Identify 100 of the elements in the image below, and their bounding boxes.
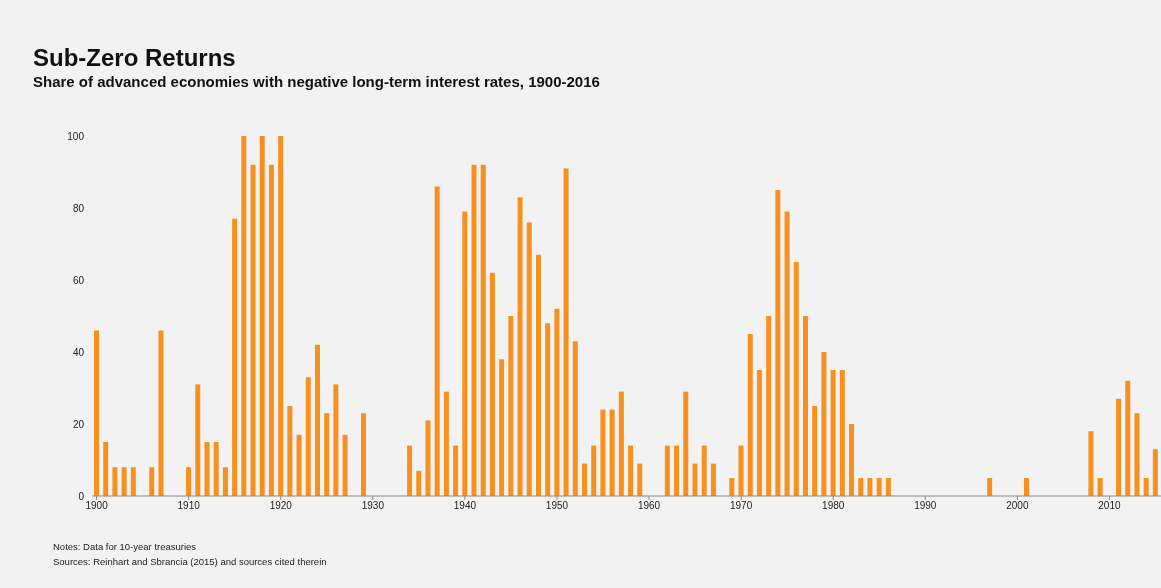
bar [535,254,541,496]
bar [434,186,440,496]
bar [600,409,606,496]
bar [839,370,845,496]
bar [158,330,164,496]
bar [885,478,891,496]
bar [867,478,873,496]
bar [756,370,762,496]
bar [462,211,468,496]
bar [103,442,109,496]
x-tick-label: 1990 [914,500,937,512]
bar [1152,449,1158,496]
bar [287,406,293,496]
bar [692,463,698,496]
bar [425,420,431,496]
bar [563,168,569,496]
bar [121,467,127,496]
bar [130,467,136,496]
bar [876,478,882,496]
bar [314,344,320,496]
bar [830,370,836,496]
bar [517,197,523,496]
bar [545,323,551,496]
bar [766,316,772,496]
bar [508,316,514,496]
bar [628,445,634,496]
bar [674,445,680,496]
bar [499,359,505,496]
bar [849,424,855,496]
text: Notes: Data for 10-year treasuries [53,541,197,552]
x-tick-label: 2000 [1006,500,1029,512]
y-tick-label: 80 [72,202,85,214]
bar [609,409,615,496]
x-tick-label: 1910 [177,500,201,512]
x-tick-label: 1900 [85,500,109,512]
bar [572,341,578,496]
bar [591,445,597,496]
bar [149,467,155,496]
source-note: Sources: Reinhart and Sbrancia (2015) and sources cited therein [53,556,327,567]
bar [112,467,118,496]
x-tick-label: 1930 [361,500,385,512]
y-tick-label: 20 [72,418,85,430]
x-tick-label: 1960 [637,500,661,512]
bar [775,190,781,496]
bar [554,308,560,496]
bar [268,164,274,496]
x-tick-label: 1970 [730,500,753,512]
bar [296,434,302,496]
bar [526,222,532,496]
bar [821,352,827,496]
bar [812,406,818,496]
bar [407,445,413,496]
x-tick-label: 1940 [453,500,477,512]
bar [324,413,330,496]
bar [710,463,716,496]
bar [333,384,339,496]
bar [1134,413,1140,496]
bar [987,478,993,496]
bar [471,164,477,496]
bar [305,377,311,496]
bar [278,136,284,496]
x-tick-label: 2010 [1098,500,1121,512]
bar [637,463,643,496]
y-tick-label: 60 [72,274,85,286]
y-tick-label: 0 [78,490,85,502]
bar [195,384,201,496]
bar [729,478,735,496]
bar [784,211,790,496]
bar [204,442,210,496]
bar [1143,478,1149,496]
bar [213,442,219,496]
x-tick-label: 1980 [822,500,845,512]
bar [250,164,256,496]
chart-title: Sub-Zero Returns [33,44,236,72]
bar [858,478,864,496]
bar [480,164,486,496]
bar [1023,478,1029,496]
bar [489,272,495,496]
bar [342,434,348,496]
bar [186,467,192,496]
bar [361,413,367,496]
y-tick-label: 100 [67,130,85,142]
bar [241,136,247,496]
bar [738,445,744,496]
bar [416,470,422,496]
x-tick-label: 1950 [545,500,569,512]
bar [683,391,689,496]
bar [1088,431,1094,496]
x-tick-label: 1920 [269,500,293,512]
bar [453,445,459,496]
bar [802,316,808,496]
bar [618,391,624,496]
bar [582,463,587,496]
bar [1116,398,1122,496]
bar [701,445,707,496]
bar [1125,380,1131,496]
bar [94,330,99,496]
chart-subtitle: Share of advanced economies with negative long-term interest rates, 1900-2016 [33,73,600,90]
bar [443,391,449,496]
bar [664,445,670,496]
